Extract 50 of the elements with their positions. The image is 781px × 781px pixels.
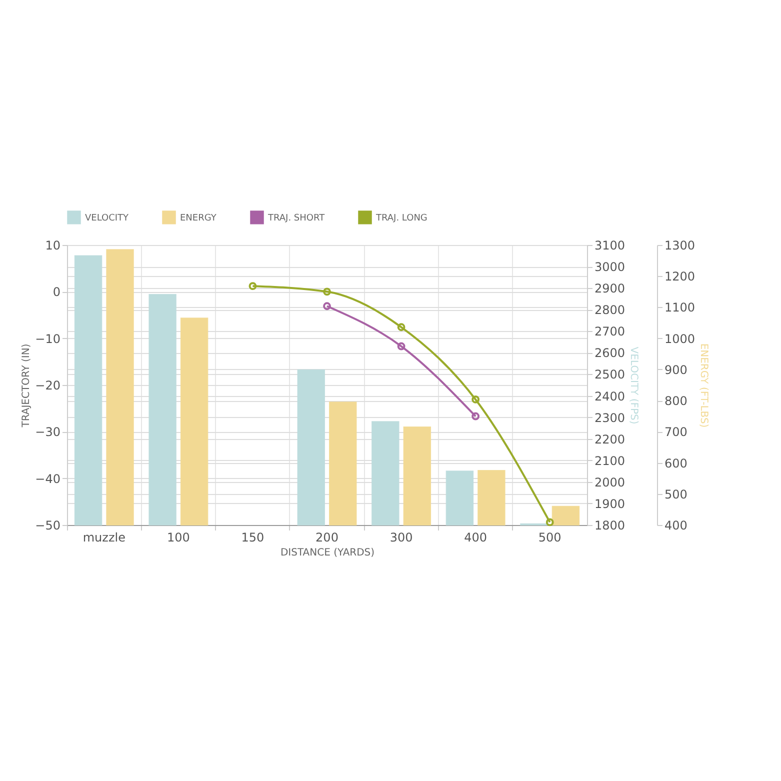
y2-tick-label: 1800 [594,518,626,532]
x-tick-label: 200 [316,530,338,544]
y-axis-title: TRAJECTORY (IN) [21,344,32,428]
y-tick-label: 10 [45,238,60,252]
y3-tick-label: 1000 [664,332,696,346]
y2-tick-label: 3100 [594,238,626,252]
y3-tick-label: 800 [664,394,688,408]
y2-tick-label: 2400 [594,389,626,404]
x-axis-title: DISTANCE (YARDS) [280,548,375,558]
point [472,396,480,404]
y3-tick-label: 400 [664,518,688,532]
y-tick-label: −20 [35,378,60,392]
x-tick-label: muzzle [82,530,126,544]
y2-axis-title: VELOCITY (FPS) [628,346,640,424]
legend-label: ENERGY [180,213,217,224]
y2-tick-label: 2700 [594,324,626,339]
y2-tick-label: 2300 [594,410,626,425]
point [323,288,331,296]
y-tick-label: −10 [35,332,60,346]
y2-tick-label: 1900 [594,496,626,511]
point [397,323,406,332]
x-tick-label: 100 [166,530,190,544]
legend-label: TRAJ. LONG [375,213,428,224]
x-tick-label: 400 [464,530,488,544]
x-tick-label: 150 [241,530,264,544]
y3-tick-label: 600 [664,456,688,470]
y2-tick-label: 2100 [594,454,626,468]
legend-label: VELOCITY [85,213,130,224]
y2-tick-label: 2200 [594,432,626,446]
y-tick-label: −40 [35,472,60,486]
y3-tick-label: 700 [664,425,688,440]
y2-tick-label: 3000 [594,260,626,274]
y3-tick-label: 1200 [664,270,696,284]
y2-tick-label: 2600 [594,346,626,360]
legend-label: TRAJ. SHORT [267,213,326,224]
y-tick-label: −50 [35,518,60,532]
y3-axis-title: ENERGY (FT-LBS) [698,343,710,428]
x-tick-label: 500 [538,530,562,544]
y3-tick-label: 1100 [664,300,696,315]
y3-tick-label: 1300 [664,238,696,252]
y3-tick-label: 900 [664,362,688,377]
y3-tick-label: 500 [664,487,688,502]
y-tick-label: −30 [35,425,60,440]
y2-tick-label: 2000 [594,475,626,490]
point [397,342,406,350]
y-tick-label: 0 [52,285,60,300]
x-tick-label: 300 [390,530,413,544]
y2-tick-label: 2500 [594,368,626,382]
y2-tick-label: 2800 [594,303,626,318]
y2-tick-label: 2900 [594,282,626,296]
